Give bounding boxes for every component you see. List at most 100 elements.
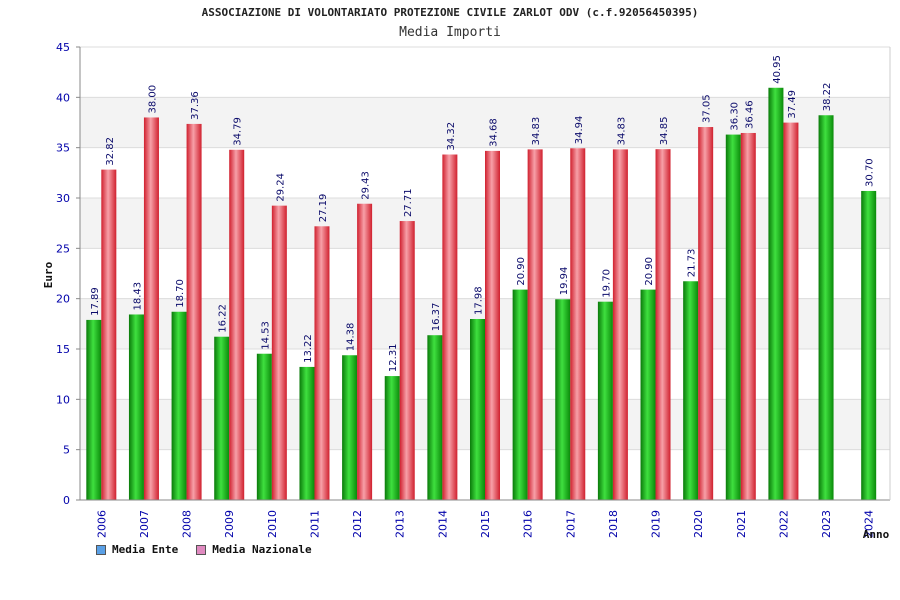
bar-ente-2018 [597,301,613,500]
value-label-nazionale-2019: 34.85 [659,117,670,146]
value-label-ente-2016: 20.90 [516,257,527,286]
value-label-ente-2022: 40.95 [772,55,783,84]
bar-nazionale-2020 [698,127,714,500]
x-tick-label-2011: 2011 [308,510,321,538]
x-tick-label-2017: 2017 [564,510,577,538]
bar-ente-2022 [768,87,784,501]
bar-nazionale-2009 [229,149,245,500]
bar-ente-2006 [86,319,102,500]
x-tick-label-2023: 2023 [820,510,833,538]
value-label-nazionale-2007: 38.00 [147,85,158,114]
value-label-ente-2024: 30.70 [865,158,876,187]
x-tick-label-2006: 2006 [95,510,108,538]
value-label-nazionale-2008: 37.36 [190,91,201,120]
value-label-nazionale-2010: 29.24 [275,173,286,202]
value-label-nazionale-2011: 27.19 [318,194,329,223]
bar-ente-2012 [342,355,358,500]
value-label-nazionale-2009: 34.79 [233,117,244,146]
bar-nazionale-2015 [485,150,500,500]
y-axis-label: Euro [42,261,55,288]
x-tick-label-2021: 2021 [735,510,748,538]
legend-swatch-nazionale [196,544,207,555]
bar-ente-2010 [256,353,272,500]
y-tick-label: 45 [56,41,70,54]
value-label-nazionale-2016: 34.83 [531,117,542,146]
value-label-ente-2013: 12.31 [388,343,399,372]
bar-nazionale-2014 [442,154,458,500]
bar-ente-2016 [512,289,528,500]
value-label-ente-2008: 18.70 [175,279,186,308]
bar-nazionale-2021 [740,132,756,500]
bar-ente-2007 [128,314,144,500]
bar-nazionale-2010 [271,205,287,500]
bar-ente-2011 [299,366,315,500]
value-label-nazionale-2018: 34.83 [616,117,627,146]
x-tick-label-2012: 2012 [351,510,364,538]
legend-label-ente: Media Ente [112,543,179,556]
bar-ente-2015 [470,319,485,500]
bar-nazionale-2016 [527,149,543,501]
x-tick-label-2024: 2024 [863,510,876,538]
bar-nazionale-2006 [101,169,117,500]
bar-nazionale-2007 [143,117,159,500]
bar-nazionale-2008 [186,123,202,500]
value-labels: 17.89 32.82 18.43 38.00 18.70 37.36 16.22 34.79… [90,55,876,372]
y-tick-label: 20 [56,293,70,306]
x-tick-label-2007: 2007 [138,510,151,538]
bar-ente-2008 [171,311,187,500]
x-tick-label-2015: 2015 [479,510,492,538]
bar-nazionale-2019 [655,149,671,500]
legend-swatch-ente [96,544,106,555]
value-label-ente-2017: 19.94 [559,267,570,296]
x-tick-label-2010: 2010 [266,510,279,538]
bar-nazionale-2013 [399,221,415,500]
x-axis-label: Anno [863,528,890,541]
value-label-nazionale-2006: 32.82 [105,137,116,166]
x-tick-label-2020: 2020 [692,510,705,538]
value-label-ente-2009: 16.22 [218,304,229,333]
value-label-ente-2018: 19.70 [601,269,612,298]
bars [86,87,877,501]
x-tick-label-2009: 2009 [223,510,236,538]
chart-title: ASSOCIAZIONE DI VOLONTARIATO PROTEZIONE … [201,6,699,19]
y-tick-label: 5 [63,444,70,457]
y-tick-label: 25 [56,242,70,255]
value-label-ente-2015: 17.98 [474,286,485,315]
value-label-nazionale-2012: 29.43 [361,171,372,200]
x-tick-label-2018: 2018 [607,510,620,538]
legend-item-nazionale: Media Nazionale [196,543,312,556]
x-tick-label-2013: 2013 [394,510,407,538]
bar-ente-2021 [725,134,741,500]
value-label-nazionale-2015: 34.68 [489,118,500,147]
bar-nazionale-2022 [783,122,799,500]
value-label-ente-2023: 38.22 [822,83,833,112]
legend-label-nazionale: Media Nazionale [212,543,312,556]
value-label-ente-2012: 14.38 [346,323,357,352]
bar-nazionale-2018 [612,149,628,501]
y-tick-label: 0 [63,494,70,507]
legend: Media Ente Media Nazionale [96,543,312,556]
axes [79,47,891,501]
value-label-nazionale-2014: 34.32 [446,122,457,151]
tick-labels: 0 5 10 15 20 25 30 35 40 45 2006 2007 2008 2009 2010 20… [56,41,876,538]
y-tick-label: 40 [56,91,70,104]
bar-ente-2023 [818,115,834,500]
value-label-ente-2019: 20.90 [644,257,655,286]
value-label-nazionale-2021: 36.46 [744,100,755,129]
bar-ente-2013 [384,376,400,500]
chart-subtitle: Media Importi [399,25,501,40]
value-label-nazionale-2020: 37.05 [702,94,713,123]
value-label-ente-2007: 18.43 [132,282,143,311]
bar-ente-2019 [640,289,656,500]
y-tick-label: 35 [56,142,70,155]
value-label-ente-2010: 14.53 [260,321,271,350]
bar-ente-2024 [861,190,877,500]
y-tick-label: 15 [56,343,70,356]
bar-nazionale-2012 [357,203,373,500]
value-label-nazionale-2022: 37.49 [787,90,798,119]
bar-ente-2017 [555,299,571,500]
value-label-ente-2021: 36.30 [729,102,740,131]
value-label-ente-2014: 16.37 [431,303,442,332]
value-label-ente-2011: 13.22 [303,334,314,363]
